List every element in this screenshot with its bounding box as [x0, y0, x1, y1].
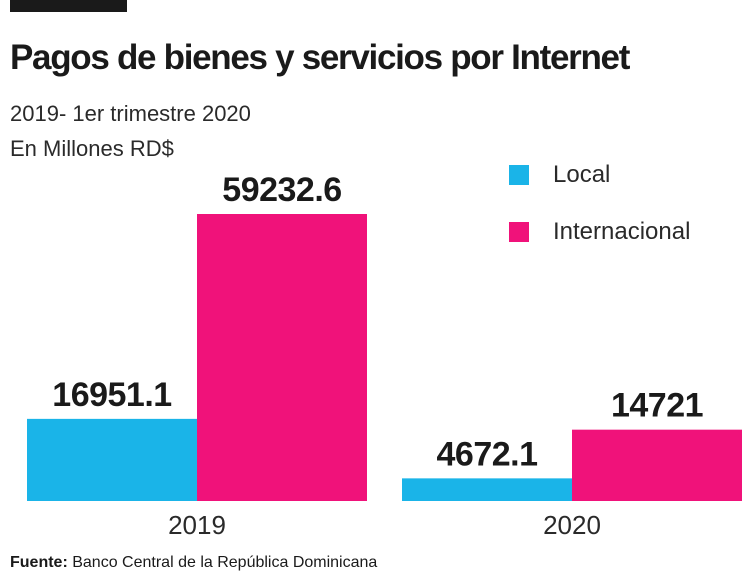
source-label: Fuente: [10, 554, 68, 571]
chart-subtitle-block: 2019- 1er trimestre 2020 En Millones RD$ [10, 96, 251, 166]
bar-value-label-local-2020: 4672.1 [437, 435, 538, 473]
source-text: Banco Central de la República Dominicana [72, 554, 378, 571]
bar-local-2020 [402, 478, 572, 501]
legend-swatch-internacional [509, 222, 529, 242]
y-axis-unit-label: En Millones RD$ [10, 136, 174, 161]
x-tick-label-2019: 2019 [168, 510, 226, 540]
chart-subtitle: 2019- 1er trimestre 2020 [10, 101, 251, 126]
header-accent-bar [10, 0, 127, 12]
bar-internacional-2020 [572, 429, 742, 501]
bar-value-label-internacional-2020: 14721 [611, 387, 703, 425]
chart-title: Pagos de bienes y servicios por Internet [10, 38, 630, 77]
legend-swatch-local [509, 165, 529, 185]
bar-local-2019 [27, 418, 197, 501]
source-footer: Fuente: Banco Central de la República Do… [10, 554, 377, 572]
legend-label-local: Local [553, 161, 611, 188]
bar-internacional-2019 [197, 214, 367, 501]
legend-label-internacional: Internacional [553, 218, 691, 245]
bar-value-label-internacional-2019: 59232.6 [222, 171, 341, 209]
bar-value-label-local-2019: 16951.1 [52, 376, 171, 414]
x-tick-label-2020: 2020 [543, 510, 601, 540]
